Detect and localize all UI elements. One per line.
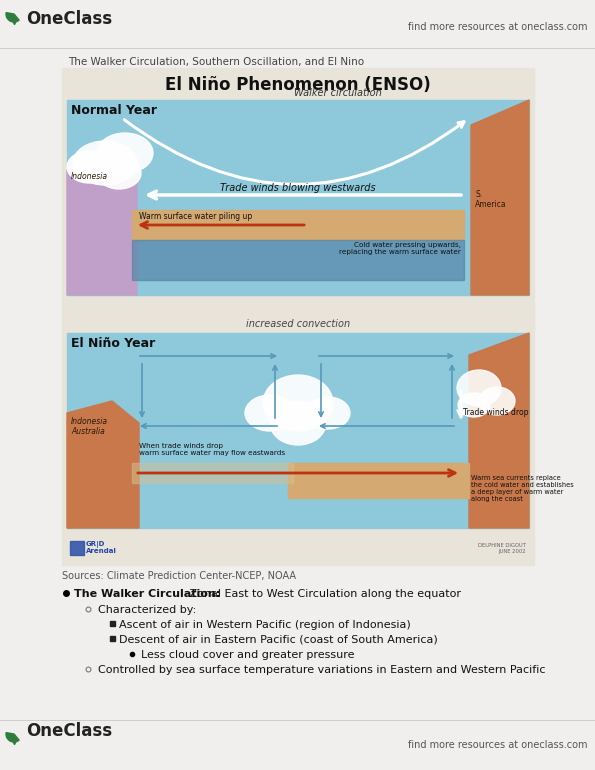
Bar xyxy=(132,210,464,240)
Text: Walker circulation: Walker circulation xyxy=(294,88,382,98)
Polygon shape xyxy=(469,333,529,528)
Text: El Niño Phenomenon (ENSO): El Niño Phenomenon (ENSO) xyxy=(165,76,431,94)
Ellipse shape xyxy=(263,375,333,431)
Ellipse shape xyxy=(67,151,111,183)
Text: The Walker Circulation:: The Walker Circulation: xyxy=(74,589,220,599)
Bar xyxy=(110,621,115,626)
Text: Sources: Climate Prediction Center-NCEP, NOAA: Sources: Climate Prediction Center-NCEP,… xyxy=(62,571,296,581)
Text: OneClass: OneClass xyxy=(26,722,112,740)
Text: find more resources at oneclass.com: find more resources at oneclass.com xyxy=(408,22,587,32)
Wedge shape xyxy=(6,732,19,742)
Text: Warm sea currents replace
the cold water and establishes
a deep layer of warm wa: Warm sea currents replace the cold water… xyxy=(471,475,574,502)
Bar xyxy=(110,636,115,641)
Text: OneClass: OneClass xyxy=(26,10,112,28)
Ellipse shape xyxy=(73,141,137,185)
Text: Trade winds drop: Trade winds drop xyxy=(463,408,528,417)
Text: find more resources at oneclass.com: find more resources at oneclass.com xyxy=(408,740,587,750)
Text: GR|D: GR|D xyxy=(86,541,105,548)
Text: DELPHINE DIGOUT
JUNE 2002: DELPHINE DIGOUT JUNE 2002 xyxy=(478,543,526,554)
Ellipse shape xyxy=(457,370,501,406)
Text: Australia: Australia xyxy=(71,427,105,436)
Text: increased convection: increased convection xyxy=(246,319,350,329)
Text: Indonesia: Indonesia xyxy=(71,172,108,181)
Text: Descent of air in Eastern Pacific (coast of South America): Descent of air in Eastern Pacific (coast… xyxy=(119,635,438,645)
Text: Controlled by sea surface temperature variations in Eastern and Western Pacific: Controlled by sea surface temperature va… xyxy=(98,665,546,675)
Ellipse shape xyxy=(97,133,153,173)
Text: Cold water pressing upwards,
replacing the warm surface water: Cold water pressing upwards, replacing t… xyxy=(339,242,461,255)
Ellipse shape xyxy=(97,157,141,189)
Bar xyxy=(288,463,469,498)
Bar xyxy=(67,333,529,528)
Ellipse shape xyxy=(479,387,515,415)
Bar xyxy=(62,68,534,565)
Text: Warm surface water piling up: Warm surface water piling up xyxy=(139,212,252,221)
Ellipse shape xyxy=(458,393,490,417)
Text: When trade winds drop
warm surface water may flow eastwards: When trade winds drop warm surface water… xyxy=(139,443,285,456)
Bar xyxy=(70,541,84,555)
Text: Less cloud cover and greater pressure: Less cloud cover and greater pressure xyxy=(141,650,355,660)
Polygon shape xyxy=(67,155,137,295)
Bar xyxy=(67,100,529,295)
Bar xyxy=(0,0,595,48)
Ellipse shape xyxy=(306,397,350,429)
Wedge shape xyxy=(6,12,19,22)
Text: Trade winds blowing westwards: Trade winds blowing westwards xyxy=(220,183,376,193)
Polygon shape xyxy=(67,401,139,528)
Text: Indonesia: Indonesia xyxy=(71,417,108,426)
Ellipse shape xyxy=(245,395,295,431)
Text: The Walker Circulation, Southern Oscillation, and El Nino: The Walker Circulation, Southern Oscilla… xyxy=(68,57,364,67)
Bar xyxy=(0,720,595,770)
Ellipse shape xyxy=(270,401,326,445)
Text: Characterized by:: Characterized by: xyxy=(98,605,196,615)
Text: Ascent of air in Western Pacific (region of Indonesia): Ascent of air in Western Pacific (region… xyxy=(119,620,411,630)
Text: El Niño Year: El Niño Year xyxy=(71,337,155,350)
Text: S.
America: S. America xyxy=(475,190,506,209)
Bar xyxy=(132,240,464,280)
Bar xyxy=(132,463,293,483)
Text: Arendal: Arendal xyxy=(86,548,117,554)
Text: Normal Year: Normal Year xyxy=(71,104,157,117)
Polygon shape xyxy=(471,100,529,295)
Text: Zonal East to West Circulation along the equator: Zonal East to West Circulation along the… xyxy=(186,589,461,599)
